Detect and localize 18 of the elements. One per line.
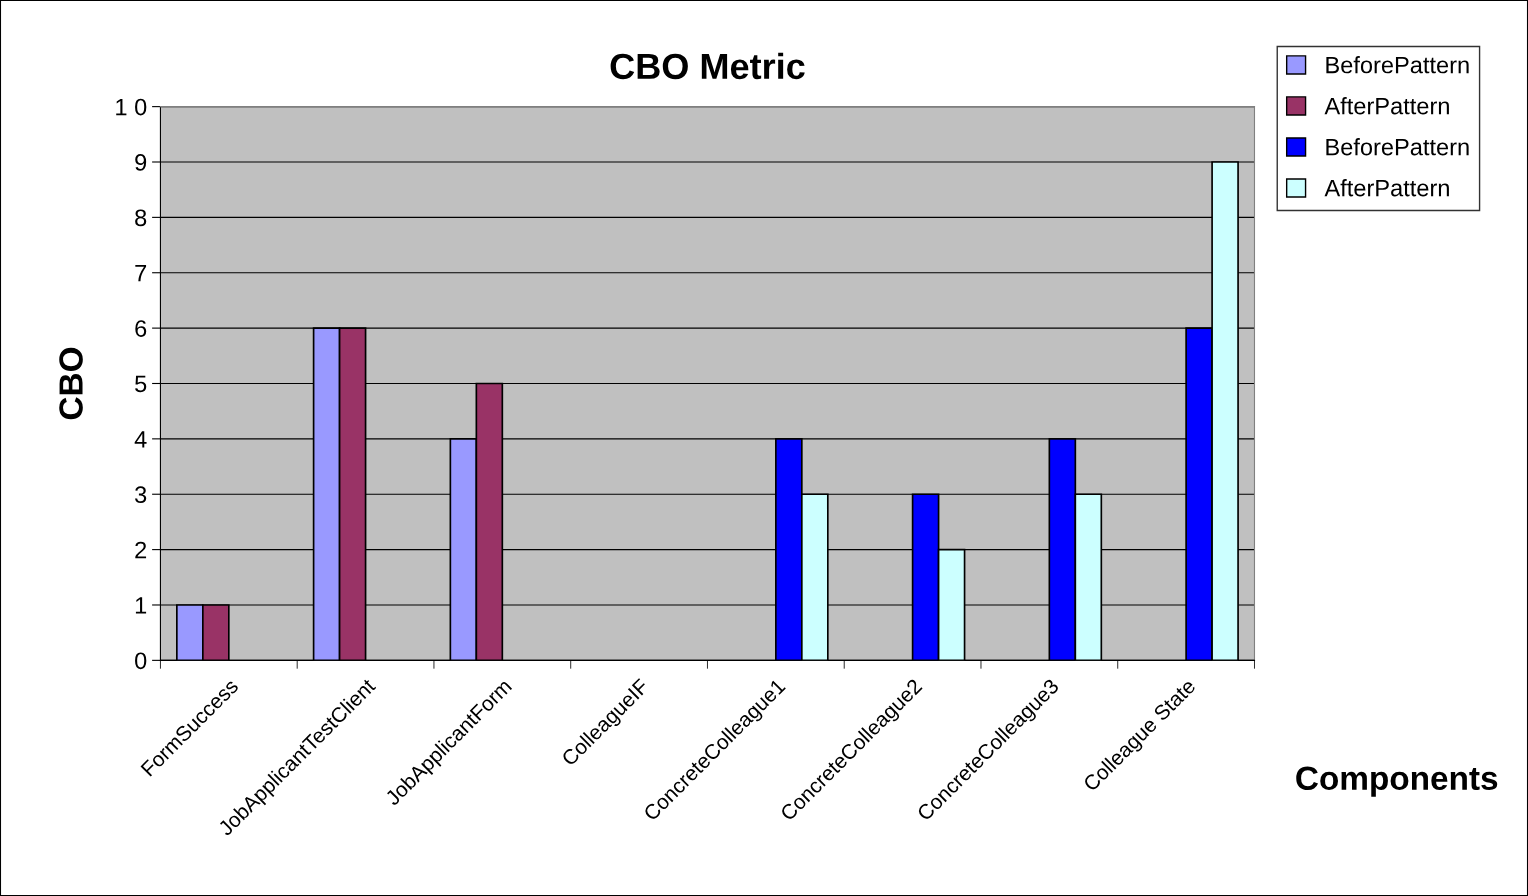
y-tick-label: 2 bbox=[135, 541, 147, 559]
y-tick-label: 9 bbox=[135, 154, 147, 171]
y-tick-label: 4 bbox=[134, 431, 147, 448]
y-tick-label: 3 bbox=[135, 486, 147, 504]
y-tick-label: 7 bbox=[135, 265, 147, 282]
legend-label: BeforePattern bbox=[1326, 138, 1469, 156]
y-tick-label: 1 0 bbox=[116, 98, 147, 116]
legend-label: AfterPattern bbox=[1324, 179, 1449, 197]
chart-title: CBO Metric bbox=[610, 52, 805, 80]
y-tick-label: 6 bbox=[135, 320, 147, 337]
legend-label: BeforePattern bbox=[1326, 56, 1469, 74]
y-tick-label: 0 bbox=[135, 652, 147, 670]
y-tick-label: 5 bbox=[135, 375, 147, 393]
y-tick-label: 1 bbox=[135, 597, 147, 614]
y-axis-title: CBO bbox=[59, 347, 83, 420]
x-axis-title: Components bbox=[1296, 766, 1498, 797]
legend-label: AfterPattern bbox=[1324, 97, 1449, 115]
y-tick-label: 8 bbox=[135, 209, 147, 227]
